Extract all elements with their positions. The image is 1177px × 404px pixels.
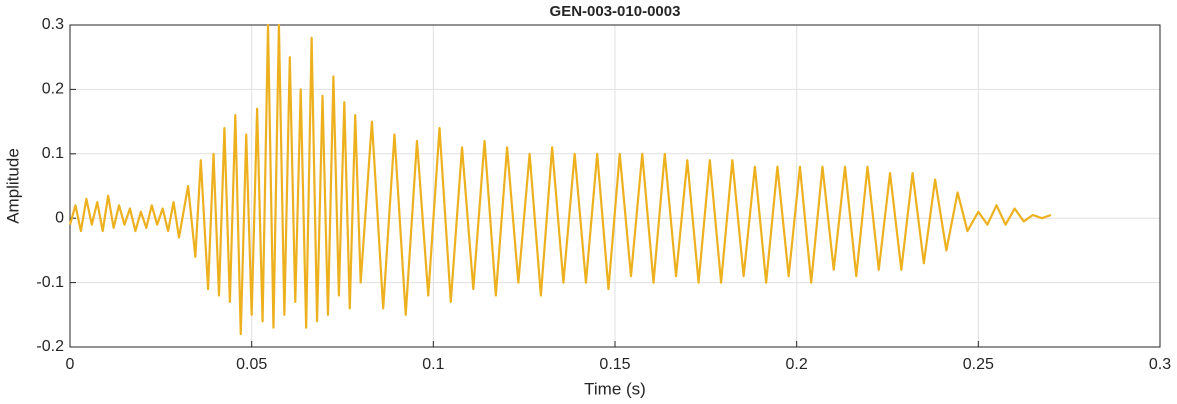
x-tick-label: 0.15 (599, 356, 630, 373)
x-tick-label: 0.05 (236, 356, 267, 373)
y-axis-label: Amplitude (3, 148, 22, 224)
x-tick-label: 0.1 (422, 356, 444, 373)
y-tick-label: -0.1 (36, 274, 64, 291)
y-tick-label: -0.2 (36, 338, 64, 355)
y-tick-label: 0.3 (42, 16, 64, 33)
line-series (68, 23, 1052, 336)
x-tick-label: 0 (66, 356, 75, 373)
plot-frame (69, 24, 1161, 348)
y-tick-label: 0.2 (42, 81, 64, 98)
y-tick-label: 0 (55, 209, 64, 226)
x-tick-label: 0.3 (1149, 356, 1171, 373)
x-tick-label: 0.25 (963, 356, 994, 373)
x-tick-label: 0.2 (786, 356, 808, 373)
x-axis-label: Time (s) (584, 379, 646, 398)
chart-title: GEN-003-010-0003 (550, 3, 681, 20)
y-tick-label: 0.1 (42, 145, 64, 162)
